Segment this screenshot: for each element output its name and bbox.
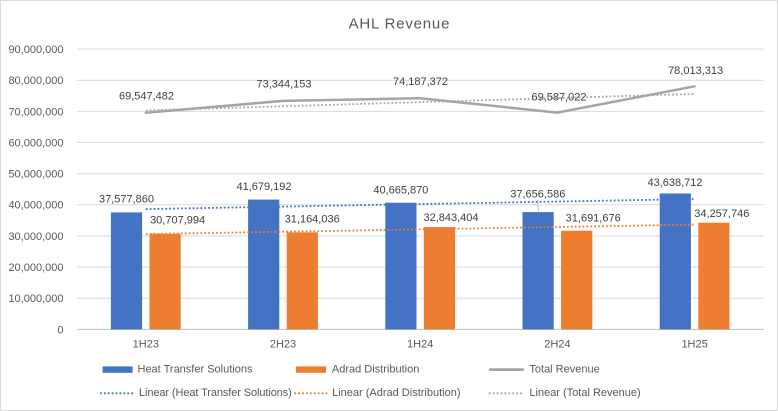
svg-text:50,000,000: 50,000,000: [8, 169, 63, 181]
svg-text:10,000,000: 10,000,000: [8, 293, 63, 305]
svg-text:43,638,712: 43,638,712: [647, 177, 702, 189]
svg-text:2H23: 2H23: [270, 339, 296, 351]
svg-text:70,000,000: 70,000,000: [8, 106, 63, 118]
svg-text:Adrad Distribution: Adrad Distribution: [332, 363, 419, 375]
svg-text:Linear (Heat Transfer Solution: Linear (Heat Transfer Solutions): [139, 387, 292, 399]
svg-text:AHL Revenue: AHL Revenue: [349, 16, 451, 33]
svg-text:1H23: 1H23: [133, 339, 159, 351]
svg-text:69,547,482: 69,547,482: [119, 91, 174, 103]
svg-text:2H24: 2H24: [544, 339, 570, 351]
svg-text:74,187,372: 74,187,372: [393, 76, 448, 88]
svg-text:40,665,870: 40,665,870: [373, 184, 428, 196]
svg-text:73,344,153: 73,344,153: [256, 78, 311, 90]
svg-text:37,577,860: 37,577,860: [99, 194, 154, 206]
svg-text:31,691,676: 31,691,676: [566, 213, 621, 225]
svg-text:40,000,000: 40,000,000: [8, 200, 63, 212]
svg-text:Heat Transfer Solutions: Heat Transfer Solutions: [138, 363, 253, 375]
svg-text:78,013,313: 78,013,313: [668, 65, 723, 77]
svg-text:1H24: 1H24: [407, 339, 433, 351]
svg-text:32,843,404: 32,843,404: [423, 212, 478, 224]
svg-text:0: 0: [57, 324, 63, 336]
svg-text:34,257,746: 34,257,746: [694, 208, 749, 220]
svg-text:31,164,036: 31,164,036: [285, 213, 340, 225]
svg-text:Total Revenue: Total Revenue: [529, 363, 599, 375]
svg-text:1H25: 1H25: [681, 339, 707, 351]
svg-text:Linear (Total Revenue): Linear (Total Revenue): [529, 387, 640, 399]
svg-text:30,000,000: 30,000,000: [8, 231, 63, 243]
svg-text:80,000,000: 80,000,000: [8, 75, 63, 87]
svg-text:Linear (Adrad Distribution): Linear (Adrad Distribution): [332, 387, 460, 399]
svg-text:60,000,000: 60,000,000: [8, 137, 63, 149]
svg-text:20,000,000: 20,000,000: [8, 262, 63, 274]
svg-text:69,587,022: 69,587,022: [531, 91, 586, 103]
svg-text:90,000,000: 90,000,000: [8, 44, 63, 56]
svg-text:30,707,994: 30,707,994: [150, 215, 205, 227]
svg-text:37,656,586: 37,656,586: [510, 189, 565, 201]
svg-text:41,679,192: 41,679,192: [236, 181, 291, 193]
